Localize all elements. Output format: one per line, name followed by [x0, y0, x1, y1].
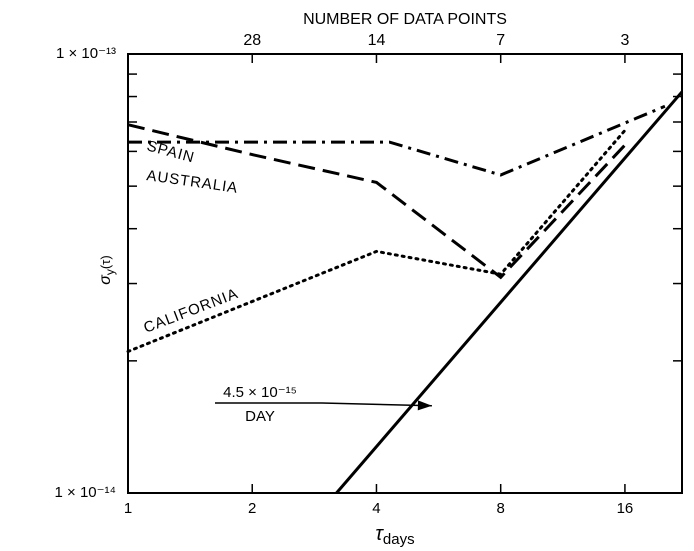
series-lines	[126, 90, 684, 494]
top-tick-label: 3	[620, 32, 629, 49]
series-line-australia	[128, 104, 666, 177]
x-tick-label: 4	[372, 500, 380, 517]
axis-ticks: 1 2 4 8 16 28 14 7 3	[124, 32, 682, 517]
series-line-spain	[127, 123, 626, 280]
plot-frame	[127, 53, 683, 494]
annotation-arrowhead	[417, 400, 432, 411]
top-tick-label: 7	[496, 32, 505, 49]
series-line-california	[126, 128, 627, 353]
y-axis-title-main: σ	[97, 274, 114, 285]
y-tick-label-bottom: 1 × 10⁻¹⁴	[55, 484, 116, 501]
y-tick-label-top: 1 × 10⁻¹³	[56, 45, 116, 62]
x-axis-title: τdays	[375, 523, 414, 548]
y-axis-title: σy(τ)	[97, 255, 117, 284]
y-axis-title-paren: (τ)	[98, 255, 113, 269]
slope-annotation: 4.5 × 10⁻¹⁵ DAY	[215, 384, 432, 425]
annotation-denominator: DAY	[245, 408, 275, 425]
x-tick-label: 2	[248, 500, 256, 517]
x-tick-label: 8	[497, 500, 505, 517]
series-label-australia: AUSTRALIA	[145, 167, 239, 197]
annotation-arrow-line	[321, 402, 432, 407]
top-tick-label: 28	[243, 32, 261, 49]
x-axis-title-sub: days	[383, 531, 415, 548]
annotation-numerator: 4.5 × 10⁻¹⁵	[223, 384, 297, 401]
top-axis-title: NUMBER OF DATA POINTS	[303, 11, 507, 28]
x-tick-label: 16	[617, 500, 634, 517]
series-line-reference	[335, 90, 684, 494]
x-tick-label: 1	[124, 500, 132, 517]
x-axis-title-main: τ	[375, 523, 384, 545]
y-axis-title-sub: y	[103, 269, 117, 275]
top-tick-label: 14	[368, 32, 386, 49]
